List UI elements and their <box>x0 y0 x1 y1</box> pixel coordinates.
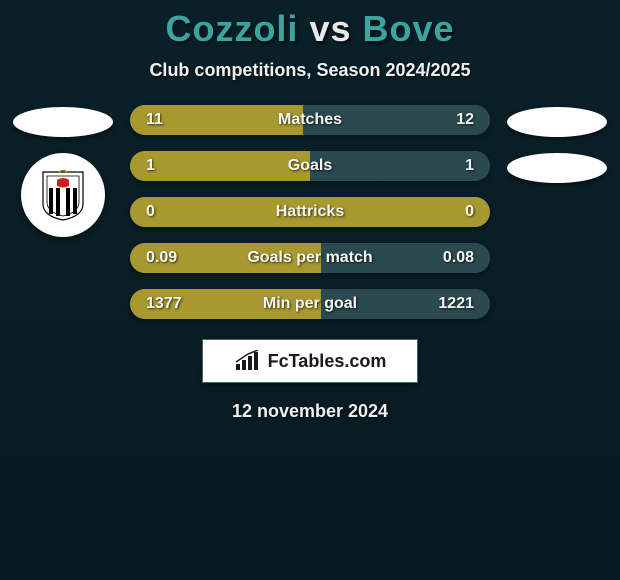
stat-bar: 1377Min per goal1221 <box>130 289 490 319</box>
player1-name: Cozzoli <box>165 8 298 49</box>
footer-logo: FcTables.com <box>202 339 418 383</box>
date-text: 12 november 2024 <box>0 401 620 422</box>
stat-label: Hattricks <box>210 203 410 221</box>
player1-badge <box>13 107 113 137</box>
stat-label: Matches <box>210 111 410 129</box>
content-row: 11Matches121Goals10Hattricks00.09Goals p… <box>0 105 620 319</box>
player2-name: Bove <box>363 8 455 49</box>
stat-label: Goals per match <box>210 249 410 267</box>
stat-label: Goals <box>210 157 410 175</box>
stat-value-right: 1221 <box>410 295 490 313</box>
stat-value-left: 1 <box>130 157 210 175</box>
vs-text: vs <box>309 8 351 49</box>
subtitle: Club competitions, Season 2024/2025 <box>0 60 620 81</box>
stats-bars-column: 11Matches121Goals10Hattricks00.09Goals p… <box>130 105 490 319</box>
stat-value-left: 1377 <box>130 295 210 313</box>
comparison-container: Cozzoli vs Bove Club competitions, Seaso… <box>0 0 620 422</box>
left-side-column <box>8 105 118 237</box>
stat-value-left: 11 <box>130 111 210 129</box>
ascoli-crest-icon <box>41 168 85 222</box>
stat-bar: 0.09Goals per match0.08 <box>130 243 490 273</box>
chart-icon <box>234 350 262 372</box>
stat-bar: 1Goals1 <box>130 151 490 181</box>
stat-value-right: 0.08 <box>410 249 490 267</box>
page-title: Cozzoli vs Bove <box>0 8 620 50</box>
stat-value-right: 12 <box>410 111 490 129</box>
player2-badge <box>507 107 607 137</box>
stat-value-left: 0.09 <box>130 249 210 267</box>
stat-value-left: 0 <box>130 203 210 221</box>
player1-club-crest <box>21 153 105 237</box>
player2-club-badge <box>507 153 607 183</box>
stat-label: Min per goal <box>210 295 410 313</box>
stat-bar: 11Matches12 <box>130 105 490 135</box>
stat-bar: 0Hattricks0 <box>130 197 490 227</box>
stat-value-right: 1 <box>410 157 490 175</box>
stat-value-right: 0 <box>410 203 490 221</box>
right-side-column <box>502 105 612 183</box>
brand-text: FcTables.com <box>268 351 387 372</box>
